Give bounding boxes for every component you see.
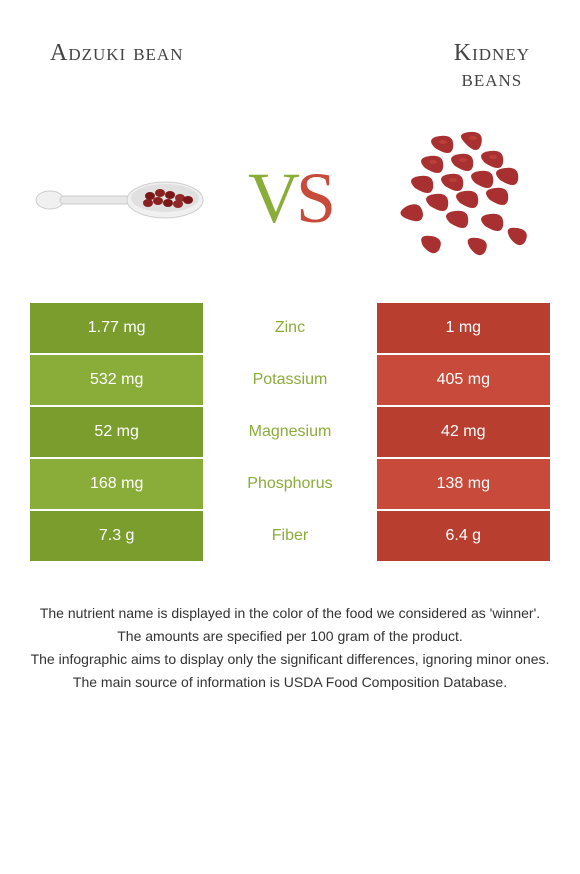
footer-line: The infographic aims to display only the… (30, 649, 550, 670)
table-row: 168 mg Phosphorus 138 mg (30, 459, 550, 511)
spoon-icon (30, 168, 210, 228)
left-value: 168 mg (30, 459, 203, 509)
title-right-line2: beans (462, 66, 523, 92)
kidney-beans-image (370, 118, 550, 278)
nutrient-label: Potassium (203, 355, 376, 405)
left-value: 532 mg (30, 355, 203, 405)
left-value: 52 mg (30, 407, 203, 457)
left-value: 7.3 g (30, 511, 203, 561)
footer-notes: The nutrient name is displayed in the co… (0, 563, 580, 693)
vs-v: V (248, 158, 296, 238)
table-row: 7.3 g Fiber 6.4 g (30, 511, 550, 563)
images-row: VS (0, 103, 580, 303)
table-row: 1.77 mg Zinc 1 mg (30, 303, 550, 355)
adzuki-bean-image (30, 118, 210, 278)
footer-line: The main source of information is USDA F… (30, 672, 550, 693)
kidney-pile-icon (375, 118, 545, 278)
right-value: 42 mg (377, 407, 550, 457)
vs-label: VS (248, 162, 332, 234)
title-right: Kidney beans (454, 40, 530, 93)
nutrient-label: Fiber (203, 511, 376, 561)
right-value: 1 mg (377, 303, 550, 353)
right-value: 405 mg (377, 355, 550, 405)
left-value: 1.77 mg (30, 303, 203, 353)
title-left: Adzuki bean (50, 40, 184, 67)
table-row: 532 mg Potassium 405 mg (30, 355, 550, 407)
table-row: 52 mg Magnesium 42 mg (30, 407, 550, 459)
footer-line: The nutrient name is displayed in the co… (30, 603, 550, 624)
title-right-line1: Kidney (454, 40, 530, 66)
nutrient-label: Magnesium (203, 407, 376, 457)
nutrient-label: Zinc (203, 303, 376, 353)
nutrient-label: Phosphorus (203, 459, 376, 509)
vs-s: S (296, 158, 332, 238)
header: Adzuki bean Kidney beans (0, 0, 580, 103)
right-value: 6.4 g (377, 511, 550, 561)
comparison-table: 1.77 mg Zinc 1 mg 532 mg Potassium 405 m… (0, 303, 580, 563)
right-value: 138 mg (377, 459, 550, 509)
footer-line: The amounts are specified per 100 gram o… (30, 626, 550, 647)
